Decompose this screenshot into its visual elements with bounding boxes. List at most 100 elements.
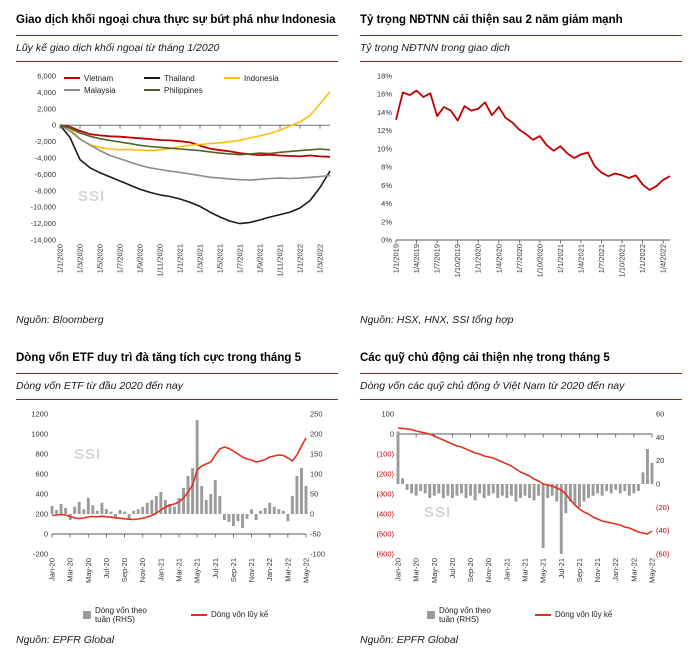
legend-label-thailand: Thailand — [164, 73, 195, 83]
foreign-proportion-line-chart: 18% 16% 14% 12% 10% 8% 6% 4% 2% 0%1/1/2019 1/4/201… — [377, 71, 671, 277]
svg-text:May-22: May-22 — [648, 558, 657, 583]
source-note: Nguồn: HSX, HNX, SSI tổng hợp — [360, 313, 514, 326]
svg-text:0: 0 — [52, 120, 56, 129]
svg-text:4%: 4% — [381, 199, 392, 208]
legend-label-cumulative-flows: Dòng vốn lũy kế — [555, 610, 613, 620]
svg-text:Nov-20: Nov-20 — [484, 558, 493, 582]
svg-text:Nov-20: Nov-20 — [138, 558, 147, 582]
svg-text:10%: 10% — [377, 144, 392, 153]
svg-text:Jan-22: Jan-22 — [265, 558, 274, 581]
svg-text:0: 0 — [44, 529, 48, 538]
svg-text:Mar-21: Mar-21 — [175, 558, 184, 582]
svg-text:-8,000: -8,000 — [35, 186, 56, 195]
svg-text:1/3/2022: 1/3/2022 — [316, 244, 325, 273]
legend-item-weekly-flows: Dòng vốn theo tuần (RHS) — [83, 606, 163, 624]
svg-text:1/3/2020: 1/3/2020 — [76, 244, 85, 273]
svg-text:Sep-20: Sep-20 — [120, 558, 129, 582]
svg-text:1/1/2019: 1/1/2019 — [392, 244, 401, 273]
legend-swatch-vietnam — [64, 77, 80, 80]
svg-text:0: 0 — [656, 479, 660, 488]
svg-text:6%: 6% — [381, 181, 392, 190]
svg-text:-200: -200 — [33, 549, 48, 558]
svg-text:0%: 0% — [381, 235, 392, 244]
svg-text:Sep-20: Sep-20 — [466, 558, 475, 582]
svg-text:Mar-20: Mar-20 — [412, 558, 421, 582]
svg-text:Mar-21: Mar-21 — [521, 558, 530, 582]
maroon-divider — [16, 398, 338, 400]
svg-text:May-21: May-21 — [539, 558, 548, 583]
svg-text:(60): (60) — [656, 549, 670, 558]
legend-item-malaysia: Malaysia — [64, 86, 144, 95]
svg-text:800: 800 — [35, 449, 48, 458]
legend-item-cumulative-flows: Dòng vốn lũy kế — [191, 610, 271, 619]
svg-text:1/4/2021: 1/4/2021 — [576, 244, 585, 273]
legend-label-cumulative-flows: Dòng vốn lũy kế — [211, 610, 269, 620]
svg-text:1/7/2020: 1/7/2020 — [116, 244, 125, 273]
cumulative-foreign-flows-chart: 6,000 4,000 2,000 0 -2,000 -4,000 -6,000 -8,000… — [31, 71, 331, 277]
chart-area-etf-flows: 1200 1000 800 600 400 200 0 -200 250 200 150 100 50 0… — [16, 408, 338, 604]
svg-text:1/1/2021: 1/1/2021 — [556, 244, 565, 273]
svg-text:2%: 2% — [381, 217, 392, 226]
svg-text:1/11/2020: 1/11/2020 — [156, 244, 165, 277]
svg-text:1/1/2022: 1/1/2022 — [638, 244, 647, 273]
legend-swatch-cumulative-line — [191, 613, 207, 616]
legend-label-philippines: Philippines — [164, 85, 203, 95]
svg-text:1/7/2021: 1/7/2021 — [236, 244, 245, 273]
svg-text:1/1/2021: 1/1/2021 — [176, 244, 185, 273]
svg-text:1/1/2020: 1/1/2020 — [474, 244, 483, 273]
svg-text:0: 0 — [390, 429, 394, 438]
svg-text:Nov-21: Nov-21 — [593, 558, 602, 582]
svg-text:Mar-22: Mar-22 — [629, 558, 638, 582]
legend-label-weekly-flows: Dòng vốn theo tuần (RHS) — [94, 605, 147, 624]
svg-text:(100): (100) — [376, 449, 394, 458]
legend-swatch-cumulative-line — [535, 613, 551, 616]
svg-text:(200): (200) — [376, 469, 394, 478]
legend-label-vietnam: Vietnam — [84, 73, 114, 83]
svg-text:-50: -50 — [310, 529, 321, 538]
svg-text:May-20: May-20 — [430, 558, 439, 583]
panel-title: Các quỹ chủ động cải thiện nhẹ trong thá… — [360, 351, 610, 364]
legend-label-malaysia: Malaysia — [84, 85, 116, 95]
svg-text:1/10/2020: 1/10/2020 — [535, 244, 544, 277]
svg-text:12%: 12% — [377, 126, 392, 135]
chart-area-foreign-net-trading: 6,000 4,000 2,000 0 -2,000 -4,000 -6,000 -8,000… — [16, 70, 338, 302]
svg-text:Jul-20: Jul-20 — [102, 558, 111, 578]
etf-flows-combo-chart: 1200 1000 800 600 400 200 0 -200 250 200 150 100 50 0… — [31, 409, 325, 583]
legend-swatch-weekly-bar — [83, 610, 91, 619]
report-charts-grid: Giao dịch khối ngoại chưa thực sự bứt ph… — [16, 12, 682, 646]
svg-text:(500): (500) — [376, 529, 394, 538]
svg-text:1/4/2022: 1/4/2022 — [659, 244, 668, 273]
svg-text:200: 200 — [310, 429, 323, 438]
svg-text:May-21: May-21 — [193, 558, 202, 583]
svg-text:-12,000: -12,000 — [31, 219, 56, 228]
svg-text:Sep-21: Sep-21 — [229, 558, 238, 582]
svg-text:Jul-20: Jul-20 — [448, 558, 457, 578]
panel-title: Tỷ trọng NĐTNN cải thiện sau 2 năm giảm … — [360, 14, 623, 26]
legend-item-cumulative-flows: Dòng vốn lũy kế — [535, 610, 615, 619]
svg-text:Jul-21: Jul-21 — [557, 558, 566, 578]
svg-text:250: 250 — [310, 409, 323, 418]
source-note: Nguồn: EPFR Global — [360, 633, 459, 646]
panel-subtitle: Tỷ trọng NĐTNN trong giao dịch — [360, 41, 510, 54]
source-note: Nguồn: EPFR Global — [16, 633, 115, 646]
svg-text:600: 600 — [35, 469, 48, 478]
chart-legend: Vietnam Thailand Indonesia Malaysia Phil… — [64, 74, 308, 95]
legend-item-philippines: Philippines — [144, 86, 224, 95]
maroon-divider — [360, 34, 682, 36]
active-fund-flows-combo-chart: 100 0 (100) (200) (300) (400) (500) (600) 60 40 20… — [376, 409, 670, 583]
legend-label-weekly-flows: Dòng vốn theo tuần (RHS) — [438, 605, 491, 624]
svg-text:40: 40 — [656, 432, 664, 441]
svg-text:-14,000: -14,000 — [31, 235, 56, 244]
panel-etf-flows: Dòng vốn ETF duy trì đà tăng tích cực tr… — [16, 350, 338, 646]
svg-text:1/1/2022: 1/1/2022 — [296, 244, 305, 273]
svg-text:1/3/2021: 1/3/2021 — [196, 244, 205, 273]
svg-text:Mar-20: Mar-20 — [66, 558, 75, 582]
svg-text:(400): (400) — [376, 509, 394, 518]
maroon-divider — [16, 372, 338, 374]
svg-text:Mar-22: Mar-22 — [283, 558, 292, 582]
svg-text:1000: 1000 — [31, 429, 48, 438]
legend-swatch-thailand — [144, 77, 160, 80]
svg-text:1/7/2019: 1/7/2019 — [433, 244, 442, 273]
panel-active-fund-flows: Các quỹ chủ động cải thiện nhẹ trong thá… — [360, 350, 682, 646]
chart-legend: Dòng vốn theo tuần (RHS) Dòng vốn lũy kế — [360, 606, 682, 624]
